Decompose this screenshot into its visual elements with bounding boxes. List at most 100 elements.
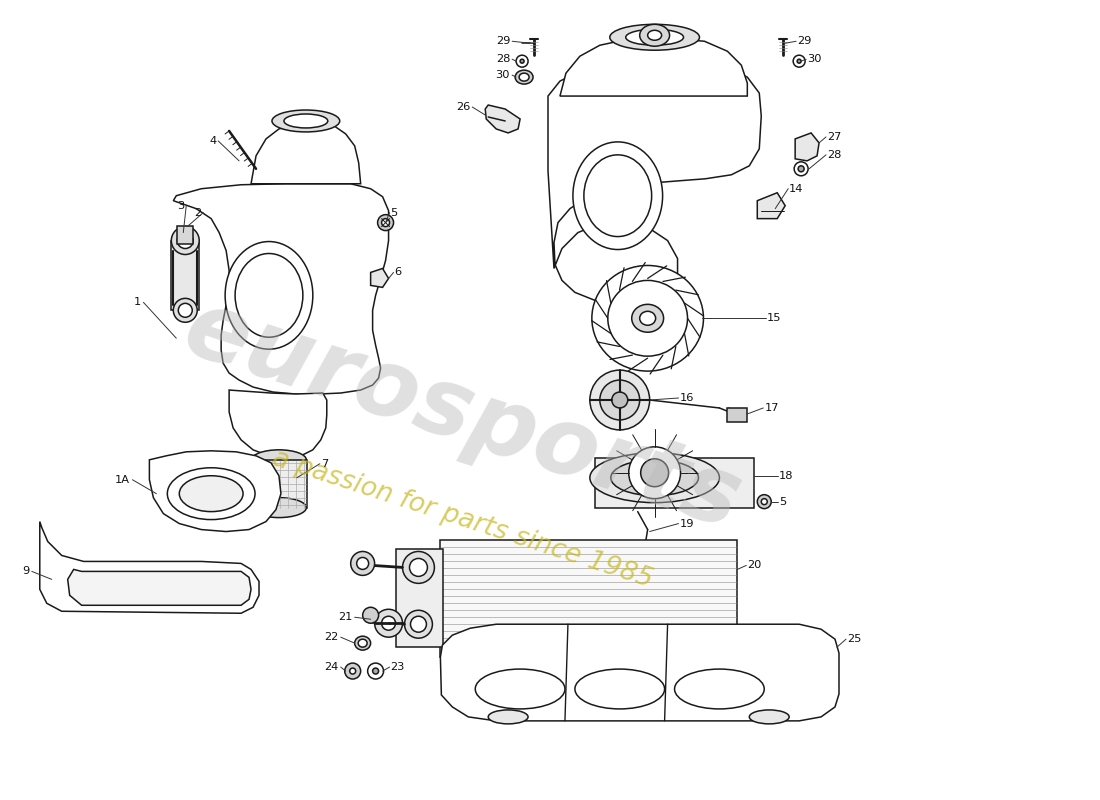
Polygon shape [68, 570, 251, 606]
Text: 16: 16 [680, 393, 694, 403]
Text: 25: 25 [847, 634, 861, 644]
Text: 3: 3 [177, 201, 185, 210]
Ellipse shape [608, 281, 688, 356]
Circle shape [520, 59, 524, 63]
Circle shape [600, 380, 640, 420]
Text: 22: 22 [324, 632, 339, 642]
Text: 6: 6 [395, 267, 402, 278]
Ellipse shape [272, 110, 340, 132]
Text: 24: 24 [324, 662, 339, 672]
Ellipse shape [648, 30, 661, 40]
Polygon shape [795, 133, 820, 161]
Ellipse shape [610, 460, 698, 496]
Text: 29: 29 [496, 36, 510, 46]
Text: 7: 7 [321, 458, 328, 469]
Ellipse shape [235, 254, 302, 338]
Text: 28: 28 [827, 150, 842, 160]
Circle shape [356, 558, 369, 570]
Circle shape [377, 214, 394, 230]
Polygon shape [371, 269, 388, 287]
Circle shape [373, 668, 378, 674]
Circle shape [351, 551, 375, 575]
Text: 5: 5 [779, 497, 786, 506]
Ellipse shape [573, 142, 662, 250]
Circle shape [798, 59, 801, 63]
Text: 17: 17 [764, 403, 779, 413]
Polygon shape [174, 184, 388, 394]
Ellipse shape [488, 710, 528, 724]
Ellipse shape [590, 453, 719, 502]
Ellipse shape [609, 24, 700, 50]
Circle shape [799, 166, 804, 172]
Circle shape [637, 546, 649, 558]
Circle shape [363, 607, 378, 623]
Circle shape [405, 610, 432, 638]
Ellipse shape [252, 450, 306, 470]
Ellipse shape [575, 669, 664, 709]
Circle shape [612, 392, 628, 408]
Text: 18: 18 [779, 470, 794, 481]
Text: 21: 21 [339, 612, 353, 622]
Text: 2: 2 [194, 208, 201, 218]
Circle shape [367, 663, 384, 679]
Text: 19: 19 [680, 518, 694, 529]
Circle shape [344, 663, 361, 679]
Circle shape [172, 226, 199, 254]
Polygon shape [40, 522, 258, 614]
Text: 15: 15 [767, 314, 782, 323]
Polygon shape [150, 451, 280, 531]
Ellipse shape [626, 30, 683, 46]
Circle shape [590, 370, 650, 430]
Text: 28: 28 [496, 54, 510, 64]
Circle shape [640, 458, 669, 486]
Ellipse shape [640, 24, 670, 46]
Text: eurosports: eurosports [173, 282, 752, 550]
Circle shape [629, 447, 681, 498]
Text: 1A: 1A [114, 474, 130, 485]
Polygon shape [485, 105, 520, 133]
Circle shape [375, 610, 403, 637]
Ellipse shape [284, 114, 328, 128]
Polygon shape [251, 123, 361, 184]
Ellipse shape [354, 636, 371, 650]
Text: 5: 5 [390, 208, 398, 218]
Circle shape [794, 162, 808, 176]
Polygon shape [548, 63, 761, 302]
Circle shape [177, 233, 194, 249]
Ellipse shape [226, 242, 312, 349]
Text: 30: 30 [807, 54, 822, 64]
Text: 4: 4 [209, 136, 217, 146]
Circle shape [761, 498, 767, 505]
Ellipse shape [749, 710, 789, 724]
Bar [595, 458, 755, 508]
Text: 30: 30 [496, 70, 510, 80]
Circle shape [178, 303, 192, 318]
Ellipse shape [592, 266, 704, 371]
Circle shape [757, 494, 771, 509]
Polygon shape [757, 193, 785, 218]
Ellipse shape [640, 311, 656, 326]
Ellipse shape [515, 70, 534, 84]
Text: 27: 27 [827, 132, 842, 142]
Ellipse shape [475, 669, 565, 709]
Text: 29: 29 [798, 36, 812, 46]
Circle shape [382, 616, 396, 630]
Polygon shape [229, 390, 327, 458]
Circle shape [350, 668, 355, 674]
Ellipse shape [167, 468, 255, 519]
Circle shape [409, 558, 428, 576]
Circle shape [516, 55, 528, 67]
Text: 14: 14 [789, 184, 803, 194]
Text: 9: 9 [23, 566, 30, 577]
Bar [177, 226, 194, 243]
Circle shape [793, 55, 805, 67]
Text: 26: 26 [456, 102, 471, 112]
Circle shape [174, 298, 197, 322]
Ellipse shape [519, 73, 529, 81]
Bar [252, 460, 307, 508]
Text: 20: 20 [747, 561, 761, 570]
Ellipse shape [252, 498, 306, 518]
Ellipse shape [584, 155, 651, 237]
Bar [727, 408, 747, 422]
Ellipse shape [359, 639, 367, 647]
